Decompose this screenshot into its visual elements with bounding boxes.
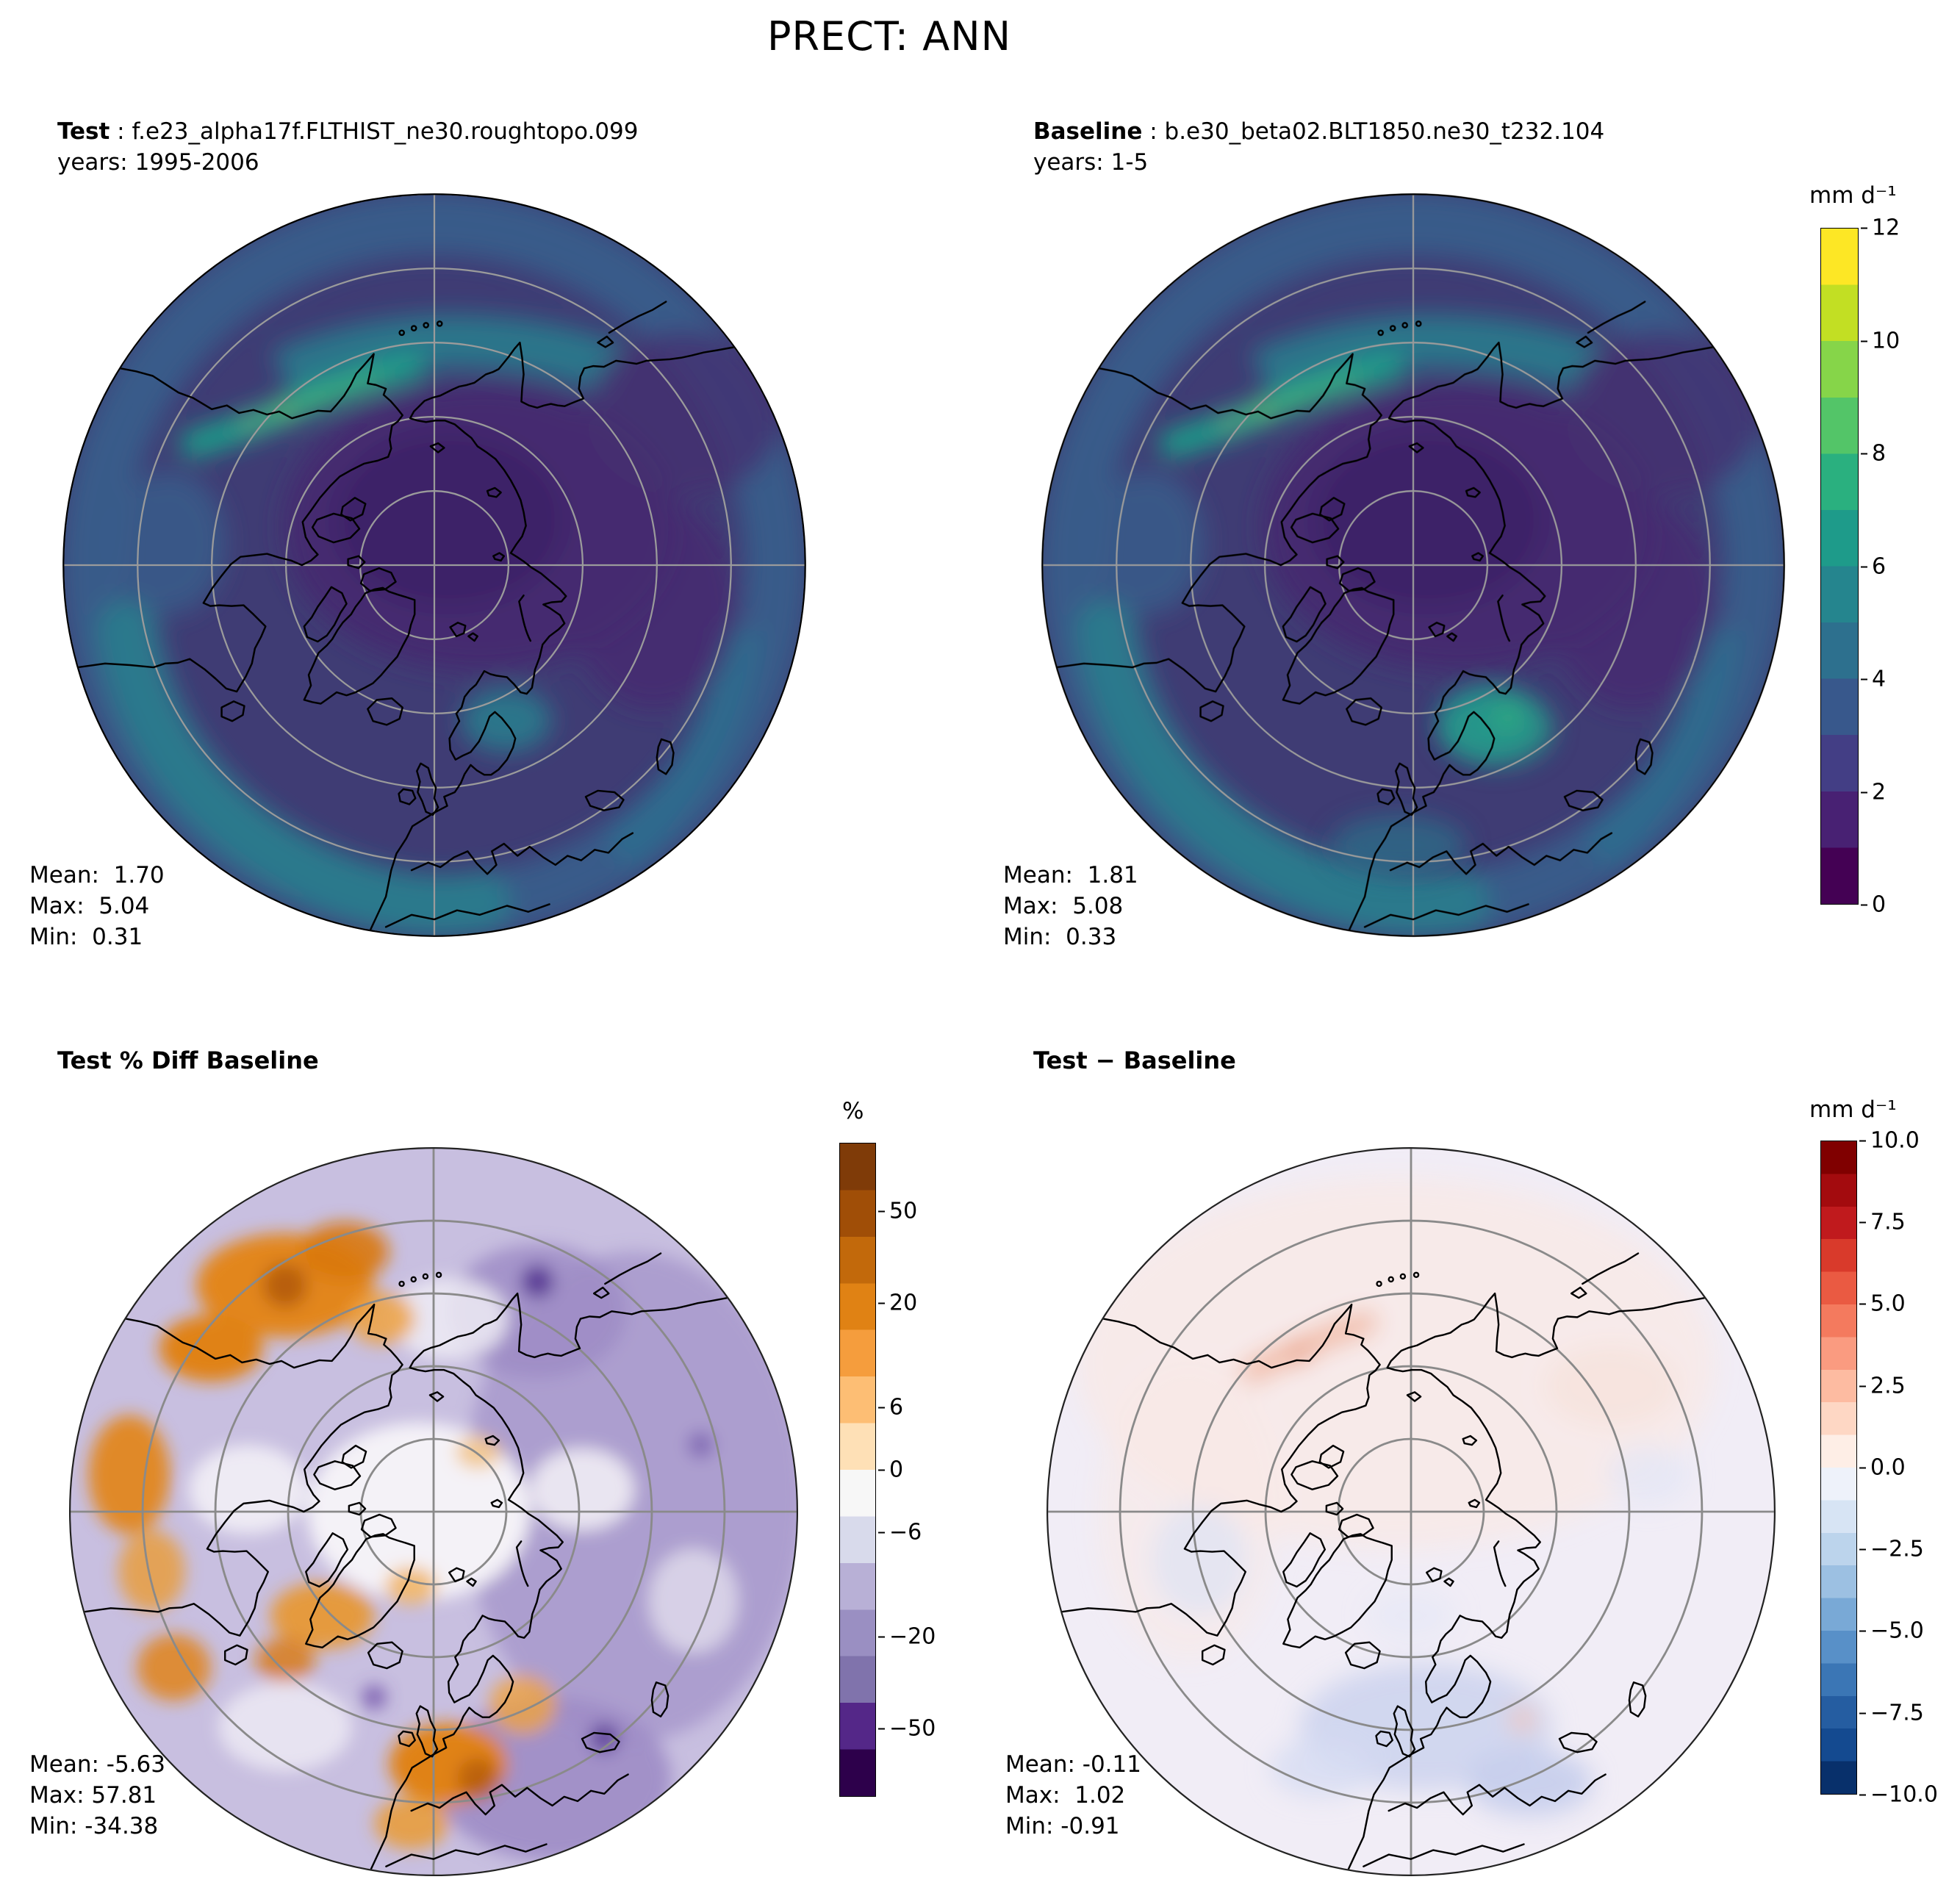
colorbar-main-unit: mm d⁻¹ <box>1809 182 1897 209</box>
figure-title: PRECT: ANN <box>767 13 1012 60</box>
map-baseline <box>1041 193 1785 937</box>
colorbar-main-tick: 12 <box>1860 215 1900 241</box>
colorbar-main-tick: 2 <box>1860 779 1887 805</box>
baseline-label-bold: Baseline <box>1033 118 1143 145</box>
colorbar-diff-tick: 5.0 <box>1859 1290 1906 1317</box>
map-pct-diff <box>68 1146 799 1877</box>
diff-stat-min: Min: -0.91 <box>1005 1813 1120 1839</box>
map-test <box>62 193 806 937</box>
test-stat-min: Min: 0.31 <box>29 924 143 950</box>
colorbar-diff-tick: 2.5 <box>1859 1373 1906 1399</box>
colorbar-pct-tick: 50 <box>877 1198 918 1224</box>
test-years: years: 1995-2006 <box>57 149 259 176</box>
colorbar-diff-tick: −5.0 <box>1859 1617 1924 1644</box>
colorbar-diff-tick: −2.5 <box>1859 1536 1924 1562</box>
test-label-bold: Test <box>57 118 110 145</box>
diff-title: Test − Baseline <box>1033 1046 1236 1074</box>
pct-diff-title: Test % Diff Baseline <box>57 1046 319 1074</box>
colorbar-pct-tick: −50 <box>877 1715 936 1742</box>
pct-diff-stat-mean: Mean: -5.63 <box>29 1751 165 1778</box>
colorbar-pct-tick: −6 <box>877 1519 922 1545</box>
colorbar-diff-tick: 10.0 <box>1859 1127 1920 1154</box>
colorbar-diff-tick: 0.0 <box>1859 1454 1906 1481</box>
colorbar-diff-tick: −7.5 <box>1859 1700 1924 1726</box>
baseline-stat-max: Max: 5.08 <box>1003 893 1124 919</box>
colorbar-main-tick: 6 <box>1860 553 1887 580</box>
colorbar-pct <box>839 1143 876 1797</box>
colorbar-diff <box>1820 1141 1857 1795</box>
colorbar-pct-tick: 6 <box>877 1394 904 1421</box>
colorbar-diff-tick: 7.5 <box>1859 1209 1906 1235</box>
pct-diff-stat-min: Min: -34.38 <box>29 1813 159 1839</box>
colorbar-diff-unit: mm d⁻¹ <box>1809 1096 1897 1123</box>
colorbar-diff-tick: −10.0 <box>1859 1781 1938 1808</box>
colorbar-pct-tick: −20 <box>877 1623 936 1650</box>
colorbar-main-tick: 0 <box>1860 891 1887 918</box>
colorbar-main-tick: 4 <box>1860 666 1887 692</box>
baseline-label-run: : b.e30_beta02.BLT1850.ne30_t232.104 <box>1142 118 1605 145</box>
test-stat-mean: Mean: 1.70 <box>29 862 165 888</box>
test-stats: Mean: 1.70 Max: 5.04 Min: 0.31 <box>29 860 165 952</box>
pct-diff-stats: Mean: -5.63 Max: 57.81 Min: -34.38 <box>29 1749 165 1842</box>
pct-diff-stat-max: Max: 57.81 <box>29 1782 157 1809</box>
test-label: Test : f.e23_alpha17f.FLTHIST_ne30.rough… <box>57 116 639 147</box>
test-label-run: : f.e23_alpha17f.FLTHIST_ne30.roughtopo.… <box>110 118 639 145</box>
baseline-stats: Mean: 1.81 Max: 5.08 Min: 0.33 <box>1003 860 1138 952</box>
colorbar-main-tick: 10 <box>1860 328 1900 354</box>
colorbar-pct-tick: 0 <box>877 1457 904 1483</box>
baseline-stat-mean: Mean: 1.81 <box>1003 862 1138 888</box>
map-diff <box>1046 1146 1776 1877</box>
colorbar-pct-unit: % <box>842 1098 864 1124</box>
baseline-label: Baseline : b.e30_beta02.BLT1850.ne30_t23… <box>1033 116 1604 147</box>
test-stat-max: Max: 5.04 <box>29 893 150 919</box>
baseline-years: years: 1-5 <box>1033 149 1149 176</box>
colorbar-pct-tick: 20 <box>877 1290 918 1316</box>
baseline-stat-min: Min: 0.33 <box>1003 924 1117 950</box>
colorbar-main-tick: 8 <box>1860 440 1887 467</box>
diff-stats: Mean: -0.11 Max: 1.02 Min: -0.91 <box>1005 1749 1141 1842</box>
diff-stat-max: Max: 1.02 <box>1005 1782 1126 1809</box>
colorbar-main <box>1820 228 1859 905</box>
diff-stat-mean: Mean: -0.11 <box>1005 1751 1141 1778</box>
